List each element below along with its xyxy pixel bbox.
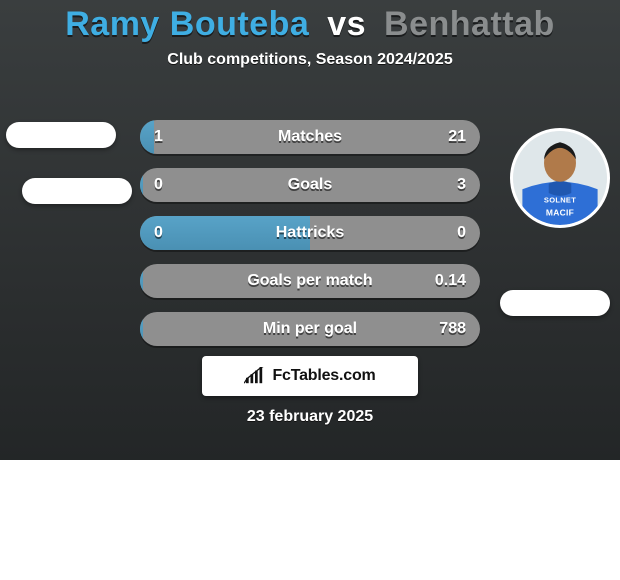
stat-value-right: 0.14 bbox=[435, 264, 466, 298]
stat-value-left: 0 bbox=[154, 168, 163, 202]
brand-text: FcTables.com bbox=[272, 367, 375, 385]
stat-bar-left bbox=[140, 312, 143, 346]
jersey-sponsor-top: SOLNET bbox=[544, 195, 576, 204]
jersey-sponsor-bottom: MACIF bbox=[546, 208, 574, 218]
stat-bar-right bbox=[140, 168, 480, 202]
player-photo-icon: SOLNET MACIF bbox=[513, 131, 607, 225]
stat-row: 03Goals bbox=[140, 168, 480, 202]
stat-bar-left bbox=[140, 120, 154, 154]
stat-row: 0.14Goals per match bbox=[140, 264, 480, 298]
stat-row: 788Min per goal bbox=[140, 312, 480, 346]
brand-badge: FcTables.com bbox=[202, 356, 418, 396]
stat-value-right: 3 bbox=[457, 168, 466, 202]
stat-row: 121Matches bbox=[140, 120, 480, 154]
stat-bar-right bbox=[140, 264, 480, 298]
stat-bar-left bbox=[140, 168, 143, 202]
page-title: Ramy Bouteba vs Benhattab bbox=[0, 6, 620, 43]
player1-name-pill bbox=[22, 178, 132, 204]
comparison-card: Ramy Bouteba vs Benhattab Club competiti… bbox=[0, 0, 620, 460]
stat-value-left: 1 bbox=[154, 120, 163, 154]
title-player1: Ramy Bouteba bbox=[65, 5, 309, 43]
stat-bar-right bbox=[140, 120, 480, 154]
stat-value-right: 788 bbox=[439, 312, 466, 346]
avatar-photo: SOLNET MACIF bbox=[510, 128, 610, 228]
player2-avatar: SOLNET MACIF bbox=[510, 128, 610, 228]
stats-container: 121Matches03Goals00Hattricks0.14Goals pe… bbox=[140, 120, 480, 346]
stat-bar-left bbox=[140, 264, 143, 298]
stat-bar-left bbox=[140, 216, 310, 250]
date-text: 23 february 2025 bbox=[0, 408, 620, 426]
subtitle: Club competitions, Season 2024/2025 bbox=[0, 51, 620, 69]
stat-row: 00Hattricks bbox=[140, 216, 480, 250]
stat-value-right: 21 bbox=[448, 120, 466, 154]
bar-chart-icon bbox=[244, 367, 266, 385]
player2-name-pill bbox=[500, 290, 610, 316]
player1-name-pill bbox=[6, 122, 116, 148]
stat-value-left: 0 bbox=[154, 216, 163, 250]
title-player2: Benhattab bbox=[384, 5, 555, 43]
title-vs: vs bbox=[327, 5, 366, 43]
stat-value-right: 0 bbox=[457, 216, 466, 250]
stat-bar-right bbox=[140, 312, 480, 346]
